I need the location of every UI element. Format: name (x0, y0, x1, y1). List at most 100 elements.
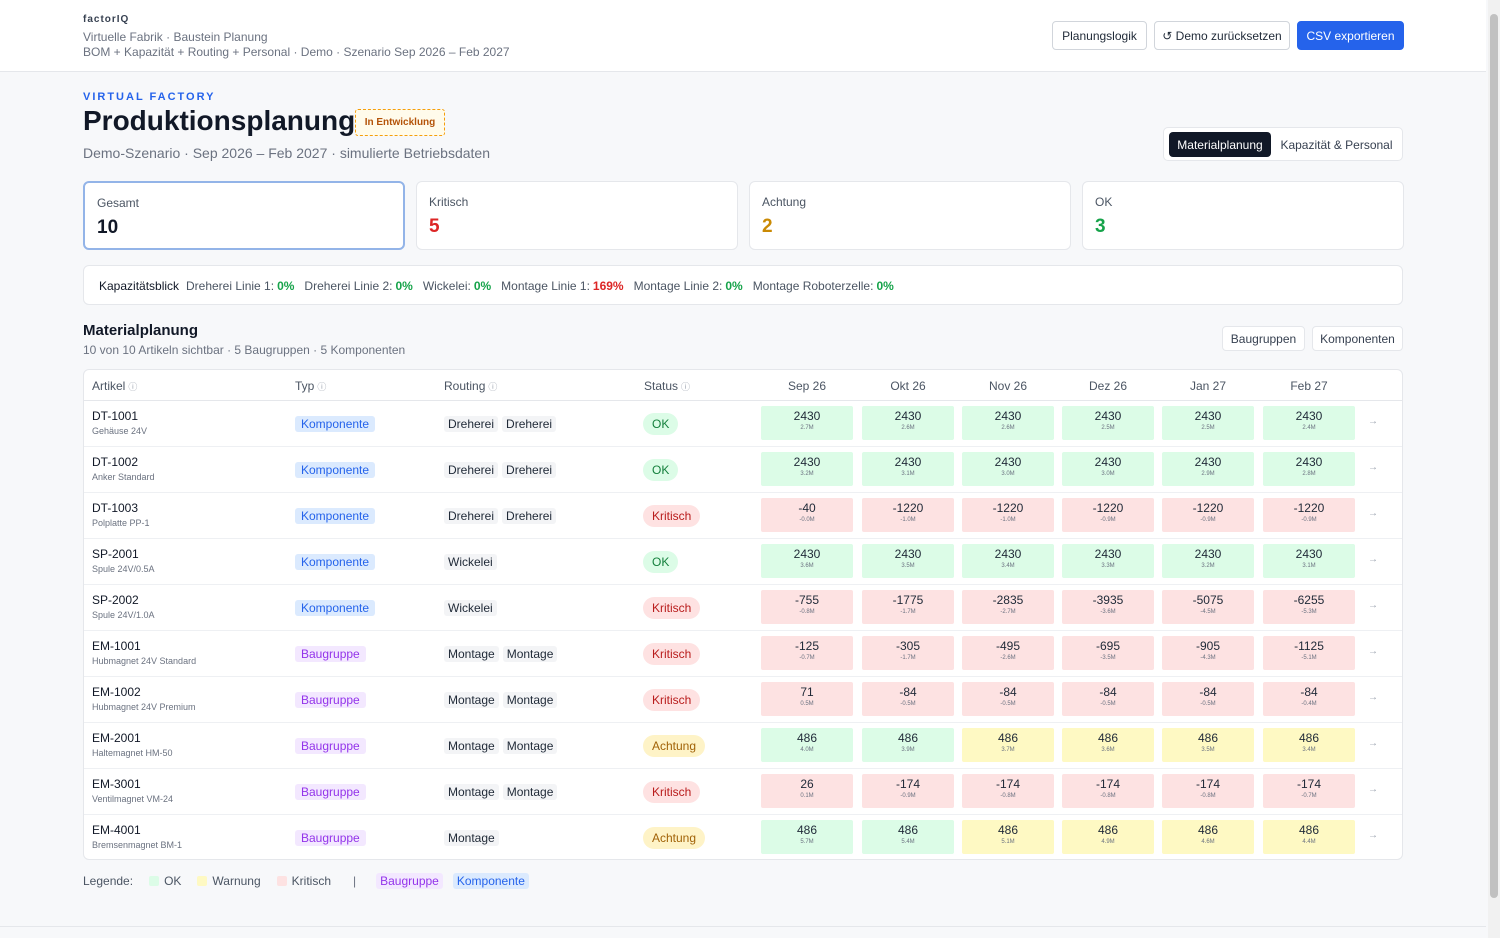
month-cell[interactable]: 2430 2.5M (1062, 406, 1154, 440)
reset-demo-button[interactable]: ↺ Demo zurücksetzen (1154, 21, 1290, 50)
month-cell[interactable]: -1220 -0.9M (1263, 498, 1355, 532)
month-cell[interactable]: -1125 -5.1M (1263, 636, 1355, 670)
month-cell[interactable]: -905 -4.3M (1162, 636, 1254, 670)
month-cell[interactable]: 26 0.1M (761, 774, 853, 808)
col-header-month[interactable]: Jan 27 (1189, 379, 1227, 393)
month-cell[interactable]: 2430 3.1M (862, 452, 954, 486)
col-header-routing[interactable]: Routing ⓘ (444, 379, 498, 393)
month-cell[interactable]: 2430 2.9M (1162, 452, 1254, 486)
month-cell[interactable]: -695 -3.5M (1062, 636, 1154, 670)
month-cell[interactable]: -5075 -4.5M (1162, 590, 1254, 624)
row-arrow-icon[interactable]: → (1368, 784, 1378, 795)
month-cell[interactable]: -305 -1.7M (862, 636, 954, 670)
month-cell[interactable]: -1220 -1.0M (862, 498, 954, 532)
month-cell[interactable]: 2430 2.7M (761, 406, 853, 440)
month-cell[interactable]: 2430 3.2M (1162, 544, 1254, 578)
filter-assemblies-button[interactable]: Baugruppen (1222, 326, 1305, 351)
month-cell[interactable]: -84 -0.5M (1162, 682, 1254, 716)
summary-card-critical[interactable]: Kritisch 5 (416, 181, 738, 250)
month-cell[interactable]: 486 4.0M (761, 728, 853, 762)
table-row[interactable]: EM-1002 Hubmagnet 24V Premium Baugruppe Mon… (84, 677, 1402, 723)
scrollbar[interactable] (1488, 0, 1500, 938)
month-cell[interactable]: 486 3.6M (1062, 728, 1154, 762)
month-cell[interactable]: -84 -0.5M (862, 682, 954, 716)
month-cell[interactable]: -1220 -1.0M (962, 498, 1054, 532)
month-cell[interactable]: -174 -0.8M (962, 774, 1054, 808)
month-cell[interactable]: 2430 2.5M (1162, 406, 1254, 440)
row-arrow-icon[interactable]: → (1368, 830, 1378, 841)
col-header-status[interactable]: Status ⓘ (644, 379, 691, 393)
month-cell[interactable]: 486 3.5M (1162, 728, 1254, 762)
table-row[interactable]: EM-2001 Haltemagnet HM-50 Baugruppe Montage… (84, 723, 1402, 769)
table-row[interactable]: SP-2001 Spule 24V/0.5A Komponente Wickelei O… (84, 539, 1402, 585)
month-cell[interactable]: 2430 2.4M (1263, 406, 1355, 440)
row-arrow-icon[interactable]: → (1368, 416, 1378, 427)
month-cell[interactable]: 2430 2.8M (1263, 452, 1355, 486)
month-cell[interactable]: 486 3.4M (1263, 728, 1355, 762)
month-cell[interactable]: 486 3.7M (962, 728, 1054, 762)
row-arrow-icon[interactable]: → (1368, 554, 1378, 565)
summary-card-warning[interactable]: Achtung 2 (749, 181, 1071, 250)
month-cell[interactable]: 2430 3.6M (761, 544, 853, 578)
month-cell[interactable]: 486 3.9M (862, 728, 954, 762)
month-cell[interactable]: 2430 2.6M (962, 406, 1054, 440)
month-cell[interactable]: -1775 -1.7M (862, 590, 954, 624)
table-row[interactable]: EM-1001 Hubmagnet 24V Standard Baugruppe Mo… (84, 631, 1402, 677)
col-header-month[interactable]: Okt 26 (890, 379, 926, 393)
month-cell[interactable]: -174 -0.8M (1062, 774, 1154, 808)
month-cell[interactable]: 2430 3.5M (862, 544, 954, 578)
month-cell[interactable]: -3935 -3.6M (1062, 590, 1154, 624)
tab-kapazitaet-personal[interactable]: Kapazität & Personal (1280, 137, 1393, 152)
month-cell[interactable]: 486 5.7M (761, 820, 853, 854)
planning-logic-button[interactable]: Planungslogik (1052, 21, 1147, 50)
row-arrow-icon[interactable]: → (1368, 508, 1378, 519)
month-cell[interactable]: -1220 -0.9M (1062, 498, 1154, 532)
col-header-artikel[interactable]: Artikel ⓘ (92, 379, 138, 393)
month-cell[interactable]: -495 -2.6M (962, 636, 1054, 670)
row-arrow-icon[interactable]: → (1368, 600, 1378, 611)
month-cell[interactable]: -40 -0.0M (761, 498, 853, 532)
scrollbar-thumb[interactable] (1490, 14, 1498, 898)
table-row[interactable]: DT-1002 Anker Standard Komponente Dreherei D… (84, 447, 1402, 493)
month-cell[interactable]: 486 4.6M (1162, 820, 1254, 854)
month-cell[interactable]: -1220 -0.9M (1162, 498, 1254, 532)
month-cell[interactable]: -6255 -5.3M (1263, 590, 1355, 624)
filter-components-button[interactable]: Komponenten (1312, 326, 1403, 351)
export-csv-button[interactable]: CSV exportieren (1297, 21, 1404, 50)
row-arrow-icon[interactable]: → (1368, 646, 1378, 657)
month-cell[interactable]: 2430 3.4M (962, 544, 1054, 578)
table-row[interactable]: SP-2002 Spule 24V/1.0A Komponente Wickelei K… (84, 585, 1402, 631)
month-cell[interactable]: 2430 3.0M (962, 452, 1054, 486)
month-cell[interactable]: -174 -0.9M (862, 774, 954, 808)
month-cell[interactable]: -84 -0.5M (1062, 682, 1154, 716)
month-cell[interactable]: 486 5.1M (962, 820, 1054, 854)
month-cell[interactable]: -755 -0.8M (761, 590, 853, 624)
month-cell[interactable]: -174 -0.7M (1263, 774, 1355, 808)
row-arrow-icon[interactable]: → (1368, 692, 1378, 703)
month-cell[interactable]: -2835 -2.7M (962, 590, 1054, 624)
table-row[interactable]: DT-1001 Gehäuse 24V Komponente Dreherei Dreh… (84, 401, 1402, 447)
table-row[interactable]: EM-3001 Ventilmagnet VM-24 Baugruppe Montag… (84, 769, 1402, 815)
col-header-month[interactable]: Nov 26 (988, 379, 1028, 393)
month-cell[interactable]: 71 0.5M (761, 682, 853, 716)
row-arrow-icon[interactable]: → (1368, 738, 1378, 749)
col-header-month[interactable]: Dez 26 (1088, 379, 1128, 393)
summary-card-ok[interactable]: OK 3 (1082, 181, 1404, 250)
tab-materialplanung[interactable]: Materialplanung (1169, 132, 1271, 157)
table-row[interactable]: DT-1003 Polplatte PP-1 Komponente Dreherei D… (84, 493, 1402, 539)
month-cell[interactable]: -84 -0.5M (962, 682, 1054, 716)
month-cell[interactable]: 2430 3.0M (1062, 452, 1154, 486)
table-row[interactable]: EM-4001 Bremsenmagnet BM-1 Baugruppe Montag… (84, 815, 1402, 859)
month-cell[interactable]: 486 4.4M (1263, 820, 1355, 854)
col-header-month[interactable]: Sep 26 (787, 379, 827, 393)
month-cell[interactable]: 2430 3.3M (1062, 544, 1154, 578)
summary-card-total[interactable]: Gesamt 10 (83, 181, 405, 250)
month-cell[interactable]: 2430 2.6M (862, 406, 954, 440)
month-cell[interactable]: 486 5.4M (862, 820, 954, 854)
month-cell[interactable]: 486 4.9M (1062, 820, 1154, 854)
month-cell[interactable]: 2430 3.1M (1263, 544, 1355, 578)
month-cell[interactable]: -125 -0.7M (761, 636, 853, 670)
month-cell[interactable]: -174 -0.8M (1162, 774, 1254, 808)
row-arrow-icon[interactable]: → (1368, 462, 1378, 473)
month-cell[interactable]: -84 -0.4M (1263, 682, 1355, 716)
